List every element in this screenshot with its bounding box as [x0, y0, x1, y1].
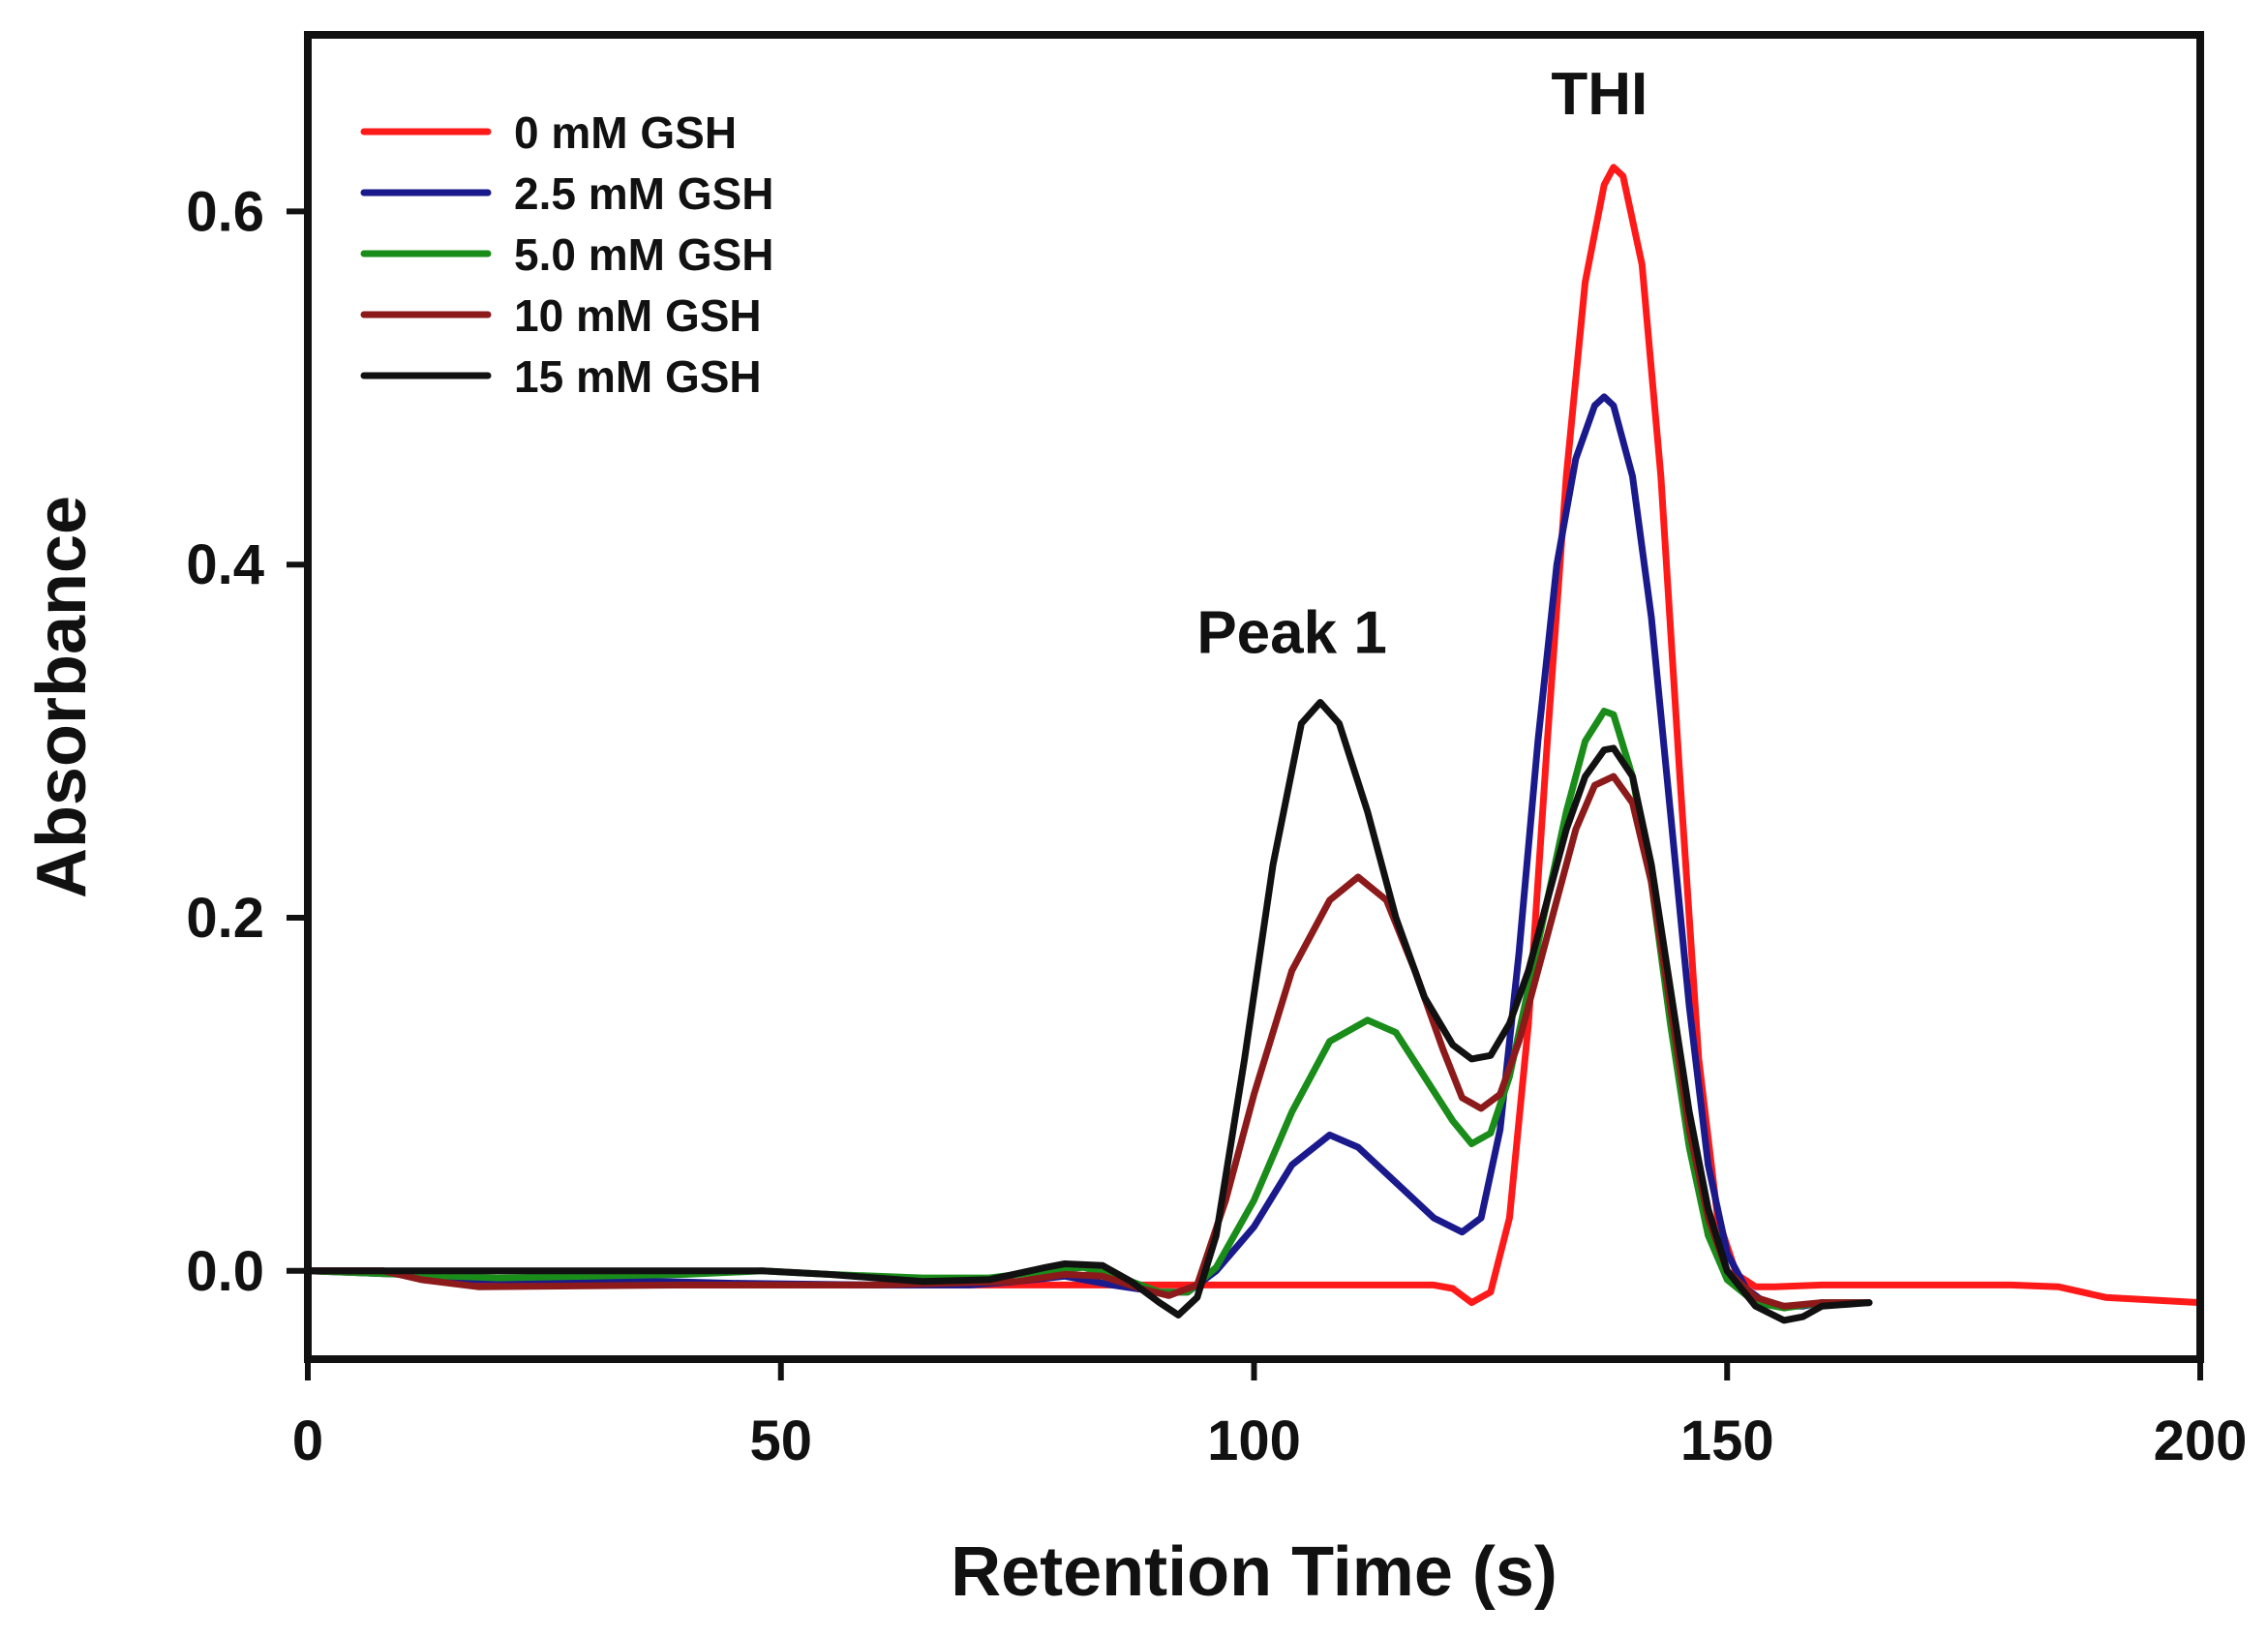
annotations: THI Peak 1: [1196, 61, 1648, 666]
legend-label-4: 15 mM GSH: [514, 351, 762, 402]
legend-label-3: 10 mM GSH: [514, 290, 762, 341]
x-tick-label: 100: [1207, 1410, 1301, 1472]
y-axis-label: Absorbance: [23, 496, 101, 898]
x-tick-label: 200: [2154, 1410, 2248, 1472]
y-tick-label: 0.0: [186, 1240, 264, 1303]
legend-label-1: 2.5 mM GSH: [514, 168, 773, 219]
series-layer: [304, 164, 2204, 1324]
x-tick-label: 0: [292, 1410, 323, 1472]
legend-label-0: 0 mM GSH: [514, 107, 737, 158]
ticks-layer: 0 50 100 150 200 0.0 0.2 0.4 0.6: [186, 180, 2247, 1472]
annotation-1: Peak 1: [1196, 599, 1387, 666]
legend-label-2: 5.0 mM GSH: [514, 229, 773, 280]
annotation-0: THI: [1551, 61, 1648, 128]
x-tick-label: 50: [749, 1410, 812, 1472]
x-axis-label: Retention Time (s): [951, 1533, 1557, 1611]
x-tick-label: 150: [1680, 1410, 1774, 1472]
y-tick-label: 0.4: [186, 533, 264, 596]
series-line-4: [304, 699, 1873, 1324]
y-tick-label: 0.2: [186, 887, 264, 950]
y-tick-label: 0.6: [186, 180, 264, 243]
legend: 0 mM GSH 2.5 mM GSH 5.0 mM GSH 10 mM GSH 15 …: [360, 107, 773, 402]
